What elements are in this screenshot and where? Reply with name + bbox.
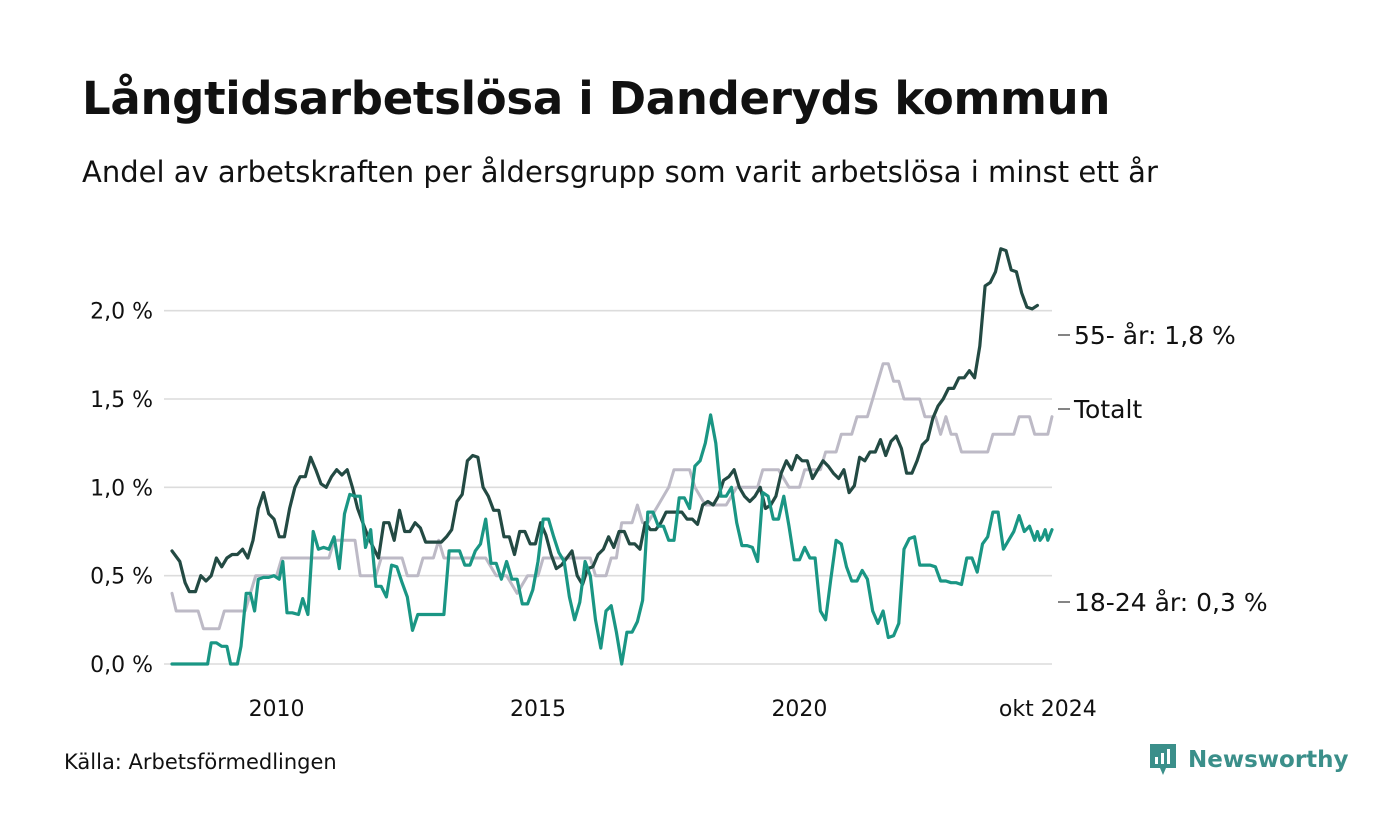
x-tick-label: 2020	[771, 697, 827, 722]
brand-logo: Newsworthy	[1148, 742, 1349, 778]
bar-chart-icon	[1150, 744, 1176, 775]
x-tick-label: 2015	[510, 697, 566, 722]
series-line-total	[170, 362, 1054, 631]
y-tick-label: 0,0 %	[90, 653, 153, 678]
y-tick-label: 1,0 %	[90, 476, 153, 501]
series-line-18_24	[170, 413, 1054, 666]
chart-subtitle: Andel av arbetskraften per åldersgrupp s…	[82, 155, 1158, 189]
chart-title: Långtidsarbetslösa i Danderyds kommun	[82, 72, 1111, 125]
source-note: Källa: Arbetsförmedlingen	[64, 750, 337, 774]
y-tick-label: 2,0 %	[90, 300, 153, 325]
end-label: Totalt	[1073, 395, 1142, 424]
y-tick-label: 1,5 %	[90, 388, 153, 413]
x-tick-label: 2010	[249, 697, 305, 722]
y-tick-label: 0,5 %	[90, 565, 153, 590]
series-line-55	[170, 247, 1039, 594]
end-label: 18-24 år: 0,3 %	[1074, 588, 1268, 617]
brand-name: Newsworthy	[1188, 747, 1349, 773]
x-tick-label: okt 2024	[999, 697, 1097, 722]
end-label: 55- år: 1,8 %	[1074, 321, 1236, 350]
